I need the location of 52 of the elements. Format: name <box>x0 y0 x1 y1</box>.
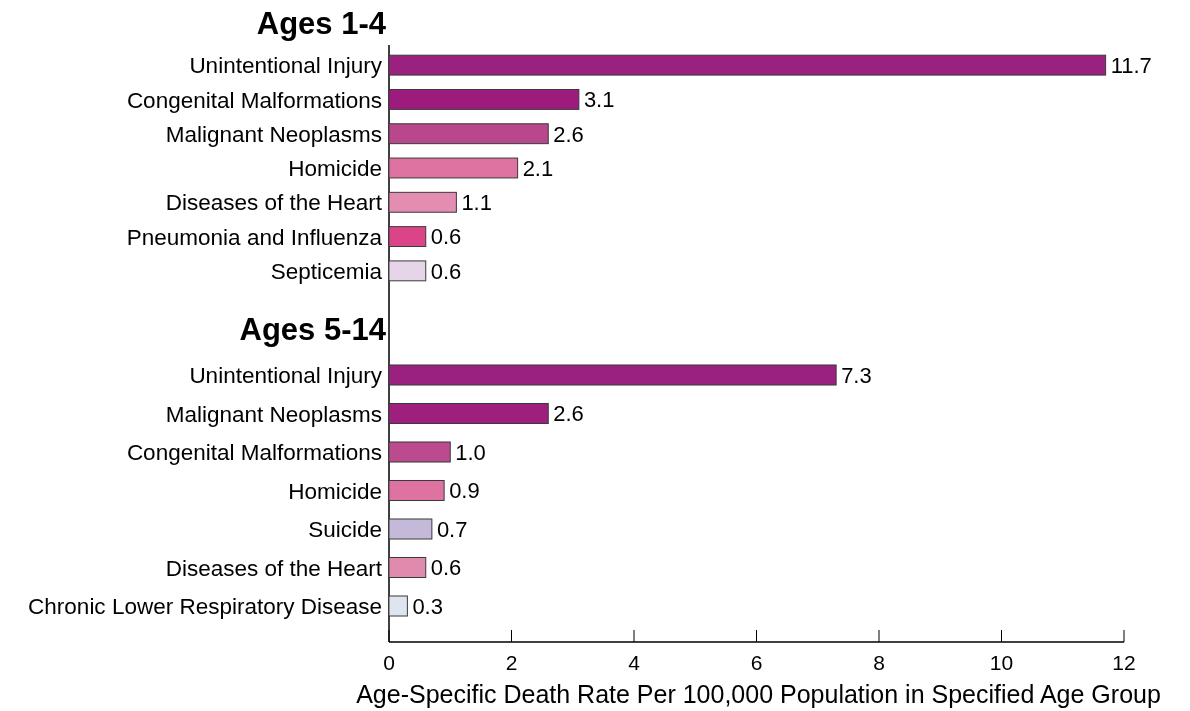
x-tick-label: 12 <box>1112 651 1136 674</box>
bar <box>388 226 427 248</box>
x-tick-label: 10 <box>989 651 1014 674</box>
y-tick-label: Malignant Neoplasms <box>165 401 382 427</box>
data-label: 3.1 <box>583 87 615 113</box>
x-axis-title: Age-Specific Death Rate Per 100,000 Population in Specified Age Group <box>356 680 1161 708</box>
data-label: 0.3 <box>412 593 443 619</box>
y-tick-label: Homicide <box>288 156 382 182</box>
y-tick-label: Homicide <box>288 478 382 504</box>
bar <box>388 518 433 540</box>
bar <box>388 364 837 386</box>
data-label: 0.7 <box>436 516 468 542</box>
bar <box>388 191 457 213</box>
y-tick-label: Malignant Neoplasms <box>165 121 382 147</box>
data-label: 1.1 <box>461 190 492 216</box>
bar <box>388 402 549 425</box>
bar <box>388 595 408 617</box>
x-tick-label: 8 <box>873 651 885 674</box>
bar <box>388 260 427 282</box>
data-label: 0.6 <box>430 258 462 284</box>
data-label: 2.6 <box>553 401 584 427</box>
data-label: 2.1 <box>522 155 554 181</box>
y-tick-label: Unintentional Injury <box>189 53 383 79</box>
bar <box>388 157 519 179</box>
y-tick-label: Congenital Malformations <box>126 87 382 113</box>
data-label: 0.6 <box>430 555 462 581</box>
y-tick-label: Suicide <box>308 517 382 543</box>
x-tick-label: 6 <box>750 651 763 674</box>
x-tick-label: 2 <box>505 651 518 674</box>
data-label: 11.7 <box>1110 53 1152 79</box>
bar <box>388 479 445 502</box>
chart-title: Ages 1-4 <box>256 6 387 41</box>
y-tick-label: Diseases of the Heart <box>165 555 383 581</box>
data-label: 1.0 <box>455 439 486 465</box>
x-tick-label: 4 <box>628 651 641 674</box>
bar <box>388 88 580 110</box>
y-tick-label: Pneumonia and Influenza <box>126 224 383 250</box>
bar <box>388 123 549 145</box>
y-tick-label: Septicemia <box>270 258 383 284</box>
chart-title: Ages 5-14 <box>239 312 387 347</box>
x-tick-label: 0 <box>383 651 395 674</box>
y-tick-label: Chronic Lower Respiratory Disease <box>28 594 382 620</box>
data-label: 7.3 <box>841 362 872 388</box>
y-tick-label: Unintentional Injury <box>189 363 383 389</box>
data-label: 0.6 <box>430 224 462 250</box>
data-label: 0.9 <box>449 478 480 504</box>
data-label: 2.6 <box>553 121 584 147</box>
bar <box>388 54 1107 76</box>
bar <box>388 441 451 463</box>
bar <box>388 556 427 579</box>
y-tick-label: Diseases of the Heart <box>165 190 383 216</box>
y-tick-label: Congenital Malformations <box>126 440 382 466</box>
